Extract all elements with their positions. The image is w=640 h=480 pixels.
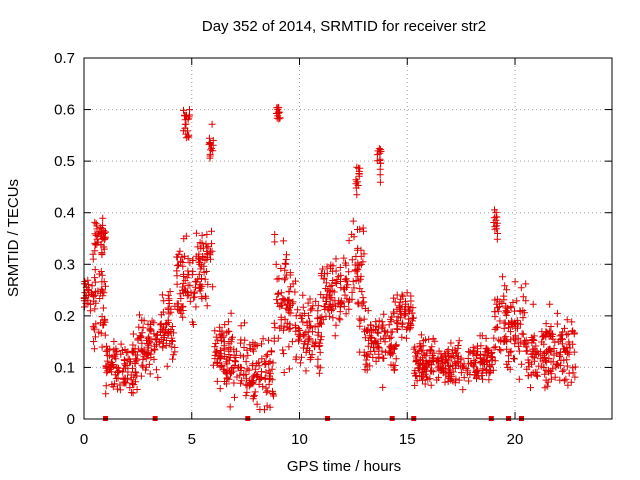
y-tick-label: 0.1 [54, 359, 75, 376]
x-tick-label: 20 [507, 431, 524, 448]
tick-marks [83, 57, 612, 420]
chart-title: Day 352 of 2014, SRMTID for receiver str… [202, 18, 486, 35]
x-tick-label: 15 [399, 431, 416, 448]
y-tick-label: 0.6 [54, 102, 75, 119]
y-tick-label: 0.5 [54, 153, 75, 170]
y-tick-label: 0.7 [54, 50, 75, 67]
plot-frame [83, 57, 613, 420]
data-point-markers [80, 103, 579, 414]
grid-lines [84, 58, 612, 419]
x-tick-label: 10 [291, 431, 308, 448]
x-tick-label: 5 [188, 431, 196, 448]
tick-labels: 0 0.1 0.2 0.3 0.4 0.5 0.6 0.7 0 5 10 15 20 [54, 50, 523, 448]
x-axis-label: GPS time / hours [287, 458, 401, 475]
y-axis-label: SRMTID / TECUs [5, 179, 22, 297]
y-tick-label: 0.4 [54, 205, 75, 222]
x-tick-label: 0 [80, 431, 88, 448]
data-points [80, 103, 579, 414]
y-tick-label: 0 [67, 411, 75, 428]
y-tick-label: 0.2 [54, 308, 75, 325]
y-tick-label: 0.3 [54, 256, 75, 273]
